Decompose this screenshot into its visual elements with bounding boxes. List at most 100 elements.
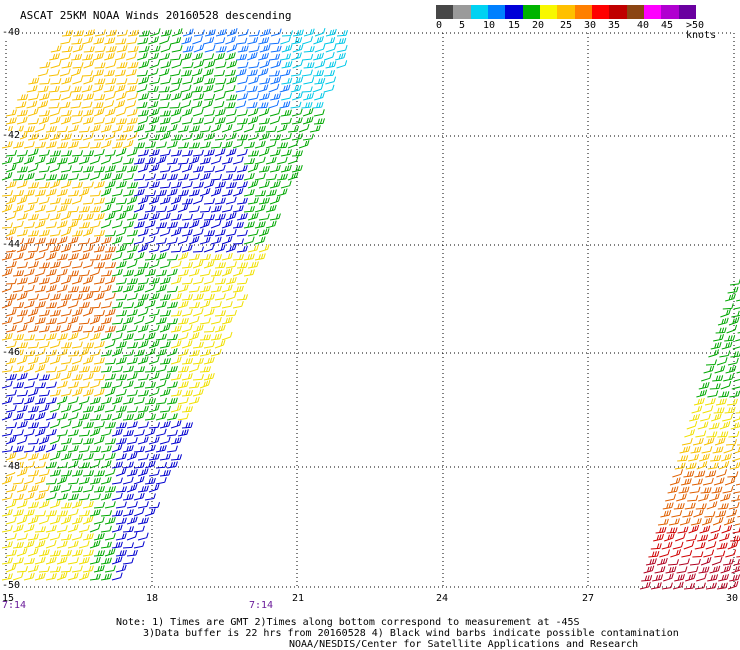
wind-barb [232,156,244,165]
wind-barb [82,260,94,269]
wind-barb [166,268,178,277]
wind-barb [37,100,49,109]
wind-barb [210,156,222,165]
wind-barb [147,100,159,109]
wind-barb [159,453,171,461]
wind-barb [214,324,226,333]
wind-barb [181,389,193,397]
wind-barb [38,374,50,381]
wind-barb [735,339,740,342]
wind-barb [170,373,182,381]
wind-barb [144,347,156,357]
wind-barb [16,405,28,413]
wind-barb [27,118,39,125]
wind-barb [38,244,50,253]
wind-barb [1,380,13,389]
wind-barb [170,149,182,157]
wind-barb [236,212,248,221]
wind-barb [60,389,72,397]
wind-barb [148,422,160,429]
wind-barb [210,141,222,149]
wind-barb [104,373,116,381]
wind-barb [730,422,740,430]
wind-barb [224,85,236,93]
wind-barb [56,540,68,549]
wind-barb [192,246,204,253]
wind-barb [104,37,116,45]
wind-barb [27,452,39,461]
wind-barb [225,212,237,221]
wind-barb [657,518,669,526]
wind-barb [126,52,137,61]
wind-barb [689,486,701,494]
wind-barb [89,332,101,341]
wind-barb [166,157,178,165]
wind-barb [225,244,237,253]
wind-barb [199,125,211,133]
wind-barb [23,492,35,501]
wind-barb [166,413,178,421]
wind-barb [116,29,128,37]
wind-barb [292,29,304,37]
wind-barb [225,292,237,301]
wind-barb [12,285,24,293]
wind-barb [1,573,13,581]
wind-barb [115,118,127,125]
wind-barb [225,229,237,237]
wind-barb [699,525,711,534]
wind-barb [713,334,724,342]
wind-barb [214,52,225,61]
wind-barb [34,556,46,565]
wind-barb [181,108,193,117]
wind-barb [247,51,258,61]
wind-barb [204,44,216,53]
wind-barb [71,453,83,461]
wind-barb [159,117,171,125]
wind-barb [203,165,215,173]
wind-barb [12,270,24,277]
wind-barb [214,244,226,253]
wind-barb [27,245,39,253]
wind-barb [78,126,90,133]
wind-barb [49,484,61,493]
wind-barb [705,541,717,550]
wind-barb [291,52,302,61]
wind-barb [12,252,24,261]
wind-barb [254,125,266,133]
wind-barb [148,196,160,205]
legend-swatch [678,5,696,19]
wind-barb [82,227,94,237]
wind-barb [49,53,60,61]
wind-barbs-layer [1,27,740,590]
wind-barb [49,372,61,381]
wind-barb [56,333,68,341]
wind-barb [89,286,101,293]
wind-barb [49,566,61,573]
wind-barb [247,261,259,269]
wind-barb [126,372,138,381]
wind-barb [694,542,706,550]
wind-barb [23,540,35,549]
wind-barb [115,165,127,173]
wind-barb [78,269,90,277]
wind-barb [78,318,90,325]
wind-barb [38,516,50,525]
wind-barb [685,573,696,582]
wind-barb [126,182,138,189]
wind-barb [16,212,28,221]
wind-barb [5,533,17,541]
wind-barb [45,428,57,437]
wind-barb [703,365,715,374]
wind-barb [725,293,736,302]
wind-barb [71,230,83,237]
lon-label: 21 [292,593,305,604]
wind-barb [292,59,304,69]
wind-barb [94,29,106,37]
wind-barb [104,486,116,493]
wind-barb [133,142,145,149]
wind-barb [114,69,126,77]
wind-barb [104,108,116,117]
wind-barb [93,357,105,365]
map-title: ASCAT 25KM NOAA Winds 20160528 descendin… [20,9,292,22]
wind-barb [313,118,325,125]
